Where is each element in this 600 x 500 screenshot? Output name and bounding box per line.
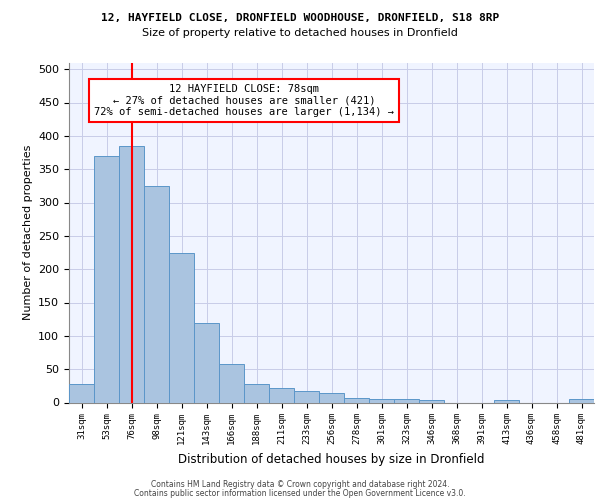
- Bar: [494, 400, 519, 402]
- Bar: [244, 384, 269, 402]
- Text: 12, HAYFIELD CLOSE, DRONFIELD WOODHOUSE, DRONFIELD, S18 8RP: 12, HAYFIELD CLOSE, DRONFIELD WOODHOUSE,…: [101, 12, 499, 22]
- Bar: [194, 322, 219, 402]
- Text: Contains public sector information licensed under the Open Government Licence v3: Contains public sector information licen…: [134, 489, 466, 498]
- Bar: [344, 398, 369, 402]
- Bar: [144, 186, 169, 402]
- Y-axis label: Number of detached properties: Number of detached properties: [23, 145, 32, 320]
- Bar: [269, 388, 294, 402]
- Bar: [394, 399, 419, 402]
- Text: Size of property relative to detached houses in Dronfield: Size of property relative to detached ho…: [142, 28, 458, 38]
- Bar: [169, 252, 194, 402]
- Bar: [369, 399, 394, 402]
- Bar: [319, 393, 344, 402]
- Bar: [119, 146, 144, 403]
- Bar: [94, 156, 119, 402]
- Bar: [219, 364, 244, 403]
- Text: 12 HAYFIELD CLOSE: 78sqm
← 27% of detached houses are smaller (421)
72% of semi-: 12 HAYFIELD CLOSE: 78sqm ← 27% of detach…: [94, 84, 394, 117]
- Bar: [419, 400, 444, 402]
- Bar: [69, 384, 94, 402]
- Text: Contains HM Land Registry data © Crown copyright and database right 2024.: Contains HM Land Registry data © Crown c…: [151, 480, 449, 489]
- Bar: [294, 390, 319, 402]
- Bar: [569, 399, 594, 402]
- X-axis label: Distribution of detached houses by size in Dronfield: Distribution of detached houses by size …: [178, 453, 485, 466]
